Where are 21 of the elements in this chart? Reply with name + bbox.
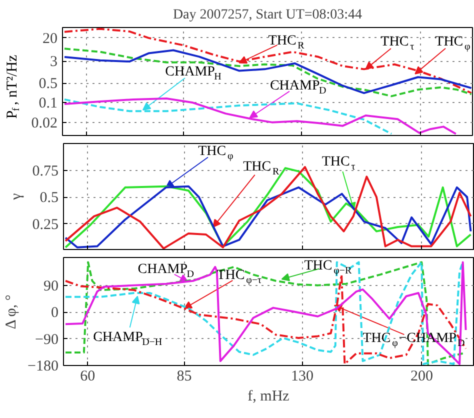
y-axis-title: Δ φ, °	[4, 294, 20, 330]
x-tick-label: 130	[290, 368, 314, 384]
x-tick-label: 60	[80, 368, 96, 384]
y-tick-label: −180	[28, 358, 59, 374]
chart-title: Day 2007257, Start UT=08:03:44	[172, 8, 362, 22]
y-tick-label: 0.02	[31, 115, 58, 132]
y-axis-title: Pf, nT²/Hz	[4, 54, 22, 119]
y-tick-label: 20	[42, 30, 58, 47]
y-tick-label: 0	[51, 305, 58, 322]
x-tick-label: 200	[410, 368, 433, 384]
y-tick-label: 90	[44, 278, 58, 295]
y-tick-label: 0.75	[32, 163, 58, 180]
y-tick-label: 3	[50, 54, 58, 70]
y-tick-label: 0.5	[40, 190, 58, 206]
x-tick-label: 85	[176, 368, 192, 384]
y-tick-label: 0.1	[38, 96, 58, 112]
y-axis-title: γ	[8, 192, 24, 201]
y-tick-label: −90	[35, 332, 59, 348]
y-tick-label: 0.5	[38, 76, 58, 92]
x-axis-title: f, mHz	[248, 388, 290, 404]
y-tick-label: 0.25	[32, 216, 58, 233]
